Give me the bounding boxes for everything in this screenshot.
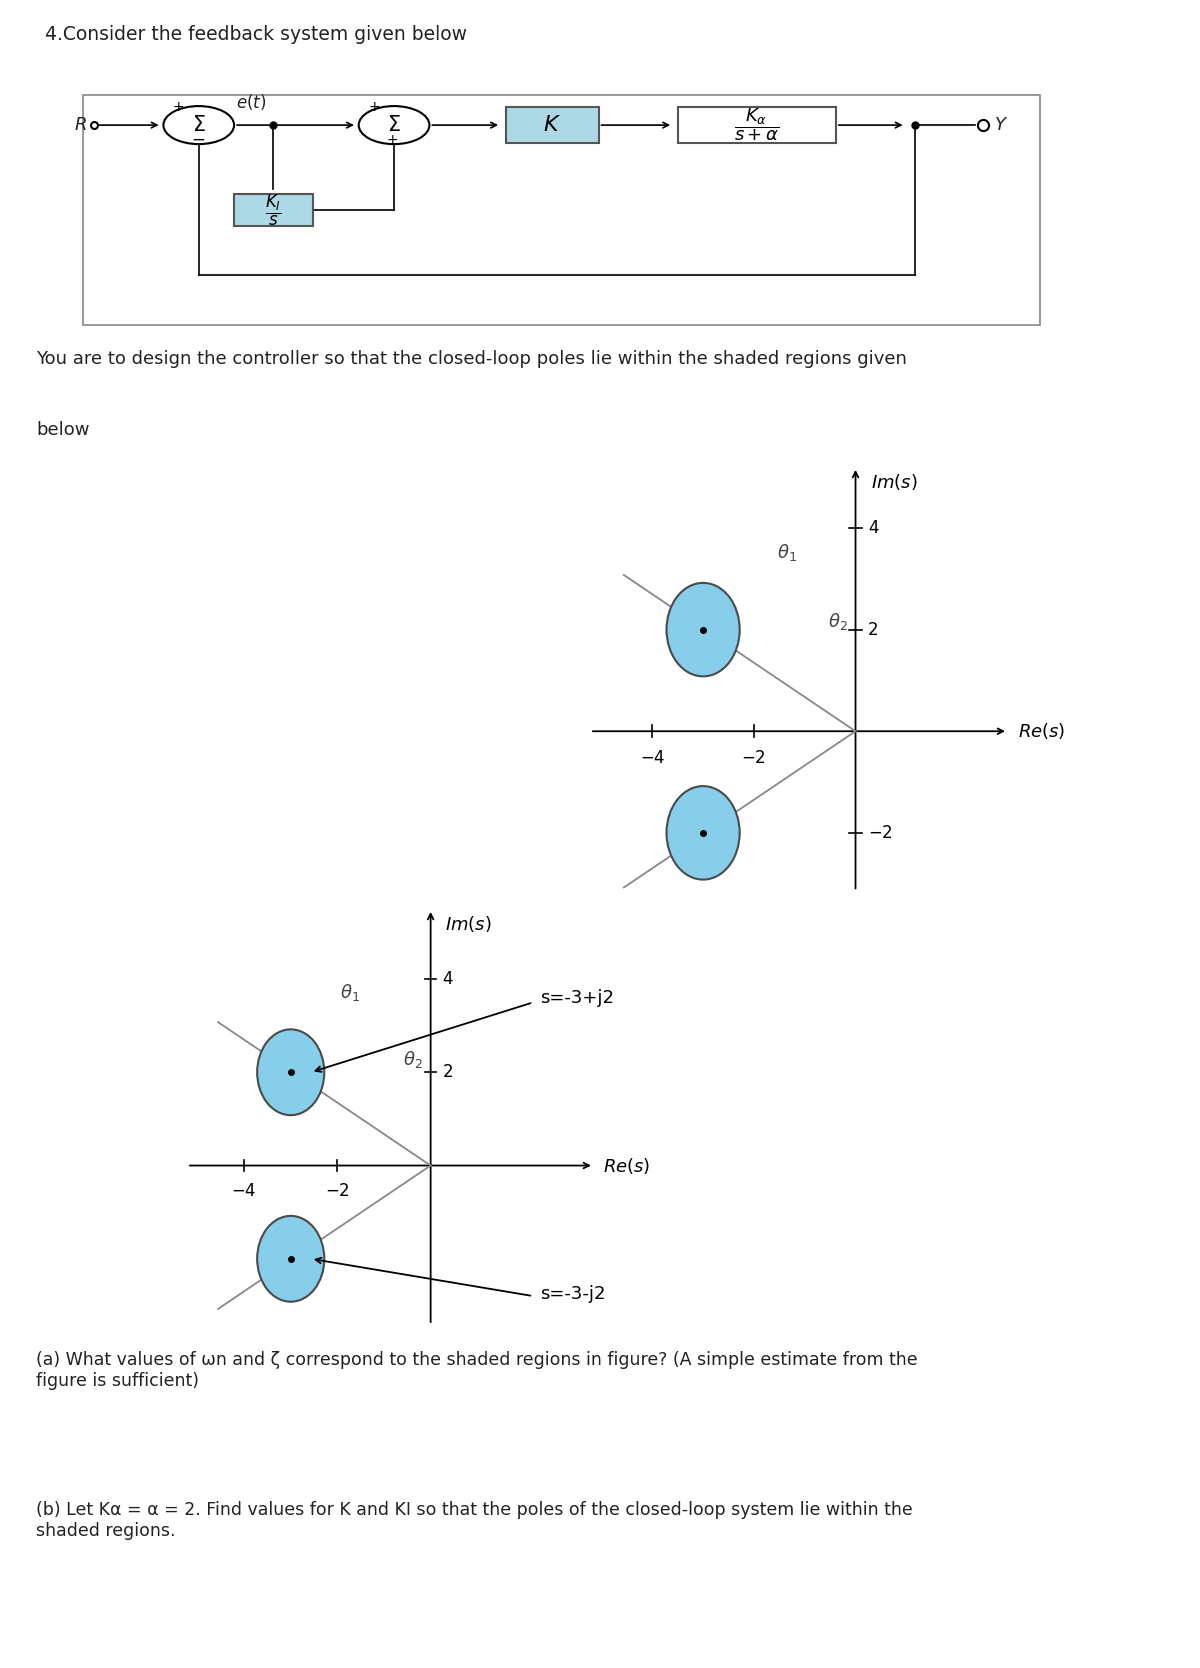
FancyBboxPatch shape <box>678 107 835 143</box>
Text: (a) What values of ωn and ζ correspond to the shaded regions in figure? (A simpl: (a) What values of ωn and ζ correspond t… <box>36 1351 918 1389</box>
Text: $\theta_1$: $\theta_1$ <box>776 542 797 564</box>
Text: $K$: $K$ <box>544 115 562 135</box>
Text: $-$: $-$ <box>191 130 205 148</box>
Text: $\theta_2$: $\theta_2$ <box>403 1049 422 1071</box>
Text: $\theta_1$: $\theta_1$ <box>340 982 360 1002</box>
Text: (b) Let Kα = α = 2. Find values for K and KI so that the poles of the closed-loo: (b) Let Kα = α = 2. Find values for K an… <box>36 1501 913 1540</box>
Text: $-2$: $-2$ <box>742 749 767 767</box>
Text: +: + <box>368 100 379 113</box>
Text: $R$: $R$ <box>74 117 88 133</box>
Text: 4: 4 <box>869 519 878 537</box>
Circle shape <box>359 107 430 143</box>
Text: Re$(s)$: Re$(s)$ <box>1018 721 1066 741</box>
Text: 2: 2 <box>869 620 878 639</box>
Text: $\theta_2$: $\theta_2$ <box>828 610 847 632</box>
Text: s=-3+j2: s=-3+j2 <box>540 989 614 1007</box>
Text: +: + <box>386 133 398 147</box>
Text: $\Sigma$: $\Sigma$ <box>192 115 205 135</box>
Text: $-4$: $-4$ <box>232 1183 257 1199</box>
Text: 4.Consider the feedback system given below: 4.Consider the feedback system given bel… <box>46 25 467 43</box>
Text: $-2$: $-2$ <box>869 824 893 842</box>
Text: +: + <box>173 100 185 113</box>
Text: below: below <box>36 420 90 439</box>
Text: 4: 4 <box>443 971 452 987</box>
Text: Im$(s)$: Im$(s)$ <box>871 472 918 492</box>
Text: 2: 2 <box>443 1063 452 1081</box>
Text: $-4$: $-4$ <box>640 749 665 767</box>
Ellipse shape <box>257 1029 324 1116</box>
Text: $\Sigma$: $\Sigma$ <box>388 115 401 135</box>
Text: $Y$: $Y$ <box>994 117 1008 133</box>
Text: You are to design the controller so that the closed-loop poles lie within the sh: You are to design the controller so that… <box>36 350 907 369</box>
Circle shape <box>163 107 234 143</box>
Text: $-2$: $-2$ <box>325 1183 350 1199</box>
Text: $\dfrac{K_\alpha}{s+\alpha}$: $\dfrac{K_\alpha}{s+\alpha}$ <box>734 107 780 143</box>
Ellipse shape <box>666 786 739 879</box>
FancyBboxPatch shape <box>234 193 313 227</box>
Text: $\dfrac{K_I}{s}$: $\dfrac{K_I}{s}$ <box>265 192 282 229</box>
FancyBboxPatch shape <box>505 107 599 143</box>
Text: $e(t)$: $e(t)$ <box>236 92 266 112</box>
Text: Im$(s)$: Im$(s)$ <box>445 914 491 934</box>
Ellipse shape <box>257 1216 324 1301</box>
Ellipse shape <box>666 582 739 676</box>
Text: Re$(s)$: Re$(s)$ <box>604 1156 650 1176</box>
Text: s=-3-j2: s=-3-j2 <box>540 1284 606 1303</box>
